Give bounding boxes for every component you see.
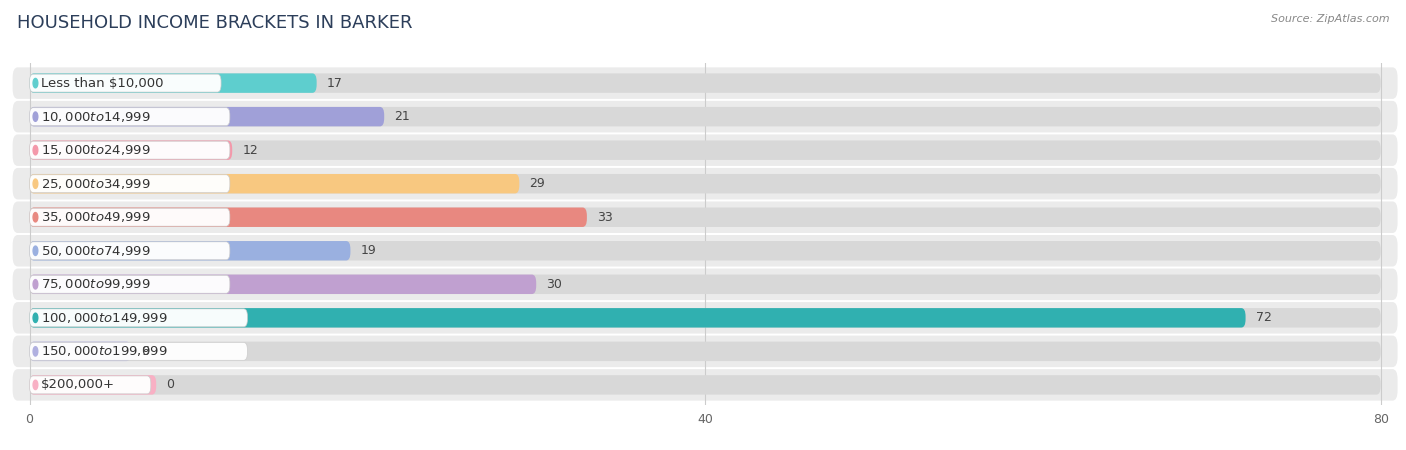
Text: 17: 17 (326, 76, 343, 90)
Text: 33: 33 (598, 211, 613, 224)
FancyBboxPatch shape (30, 275, 229, 293)
Text: 6: 6 (141, 345, 149, 358)
FancyBboxPatch shape (30, 108, 229, 126)
FancyBboxPatch shape (30, 241, 1381, 261)
Text: 29: 29 (530, 177, 546, 190)
Text: 19: 19 (360, 244, 377, 257)
FancyBboxPatch shape (30, 274, 1381, 294)
Text: $15,000 to $24,999: $15,000 to $24,999 (41, 143, 150, 157)
FancyBboxPatch shape (30, 309, 247, 327)
FancyBboxPatch shape (30, 308, 1381, 328)
FancyBboxPatch shape (30, 107, 384, 126)
FancyBboxPatch shape (30, 342, 131, 361)
Text: 12: 12 (242, 144, 259, 157)
Text: Source: ZipAtlas.com: Source: ZipAtlas.com (1271, 14, 1389, 23)
Circle shape (34, 78, 38, 88)
Text: Less than $10,000: Less than $10,000 (41, 76, 163, 90)
Text: HOUSEHOLD INCOME BRACKETS IN BARKER: HOUSEHOLD INCOME BRACKETS IN BARKER (17, 14, 412, 32)
Text: $25,000 to $34,999: $25,000 to $34,999 (41, 177, 150, 191)
FancyBboxPatch shape (13, 269, 1398, 300)
Circle shape (34, 246, 38, 256)
FancyBboxPatch shape (30, 241, 350, 261)
FancyBboxPatch shape (30, 140, 232, 160)
Circle shape (34, 112, 38, 122)
Text: $35,000 to $49,999: $35,000 to $49,999 (41, 210, 150, 224)
Text: $10,000 to $14,999: $10,000 to $14,999 (41, 110, 150, 124)
FancyBboxPatch shape (30, 107, 1381, 126)
Text: $150,000 to $199,999: $150,000 to $199,999 (41, 344, 167, 358)
FancyBboxPatch shape (30, 375, 1381, 395)
Text: $100,000 to $149,999: $100,000 to $149,999 (41, 311, 167, 325)
FancyBboxPatch shape (30, 175, 229, 193)
FancyBboxPatch shape (13, 202, 1398, 233)
FancyBboxPatch shape (13, 235, 1398, 266)
Text: 30: 30 (547, 278, 562, 291)
FancyBboxPatch shape (30, 208, 229, 226)
FancyBboxPatch shape (30, 73, 1381, 93)
FancyBboxPatch shape (13, 369, 1398, 400)
Circle shape (34, 279, 38, 289)
FancyBboxPatch shape (30, 342, 247, 360)
Circle shape (34, 212, 38, 222)
FancyBboxPatch shape (30, 242, 229, 260)
Text: 72: 72 (1256, 311, 1271, 324)
Text: 0: 0 (166, 378, 174, 392)
FancyBboxPatch shape (30, 140, 1381, 160)
Text: $75,000 to $99,999: $75,000 to $99,999 (41, 277, 150, 291)
FancyBboxPatch shape (30, 375, 156, 395)
FancyBboxPatch shape (30, 174, 1381, 194)
Circle shape (34, 179, 38, 189)
Circle shape (34, 380, 38, 390)
FancyBboxPatch shape (13, 101, 1398, 132)
Circle shape (34, 346, 38, 356)
FancyBboxPatch shape (30, 207, 586, 227)
FancyBboxPatch shape (30, 376, 150, 394)
Circle shape (34, 145, 38, 155)
Text: $200,000+: $200,000+ (41, 378, 114, 392)
FancyBboxPatch shape (13, 135, 1398, 166)
Text: $50,000 to $74,999: $50,000 to $74,999 (41, 244, 150, 258)
FancyBboxPatch shape (13, 302, 1398, 333)
FancyBboxPatch shape (30, 174, 519, 194)
FancyBboxPatch shape (30, 342, 1381, 361)
FancyBboxPatch shape (13, 168, 1398, 199)
FancyBboxPatch shape (30, 207, 1381, 227)
Text: 21: 21 (394, 110, 411, 123)
FancyBboxPatch shape (13, 68, 1398, 99)
FancyBboxPatch shape (30, 141, 229, 159)
Circle shape (34, 313, 38, 323)
FancyBboxPatch shape (30, 73, 316, 93)
FancyBboxPatch shape (30, 274, 536, 294)
FancyBboxPatch shape (30, 308, 1246, 328)
FancyBboxPatch shape (13, 336, 1398, 367)
FancyBboxPatch shape (30, 74, 221, 92)
